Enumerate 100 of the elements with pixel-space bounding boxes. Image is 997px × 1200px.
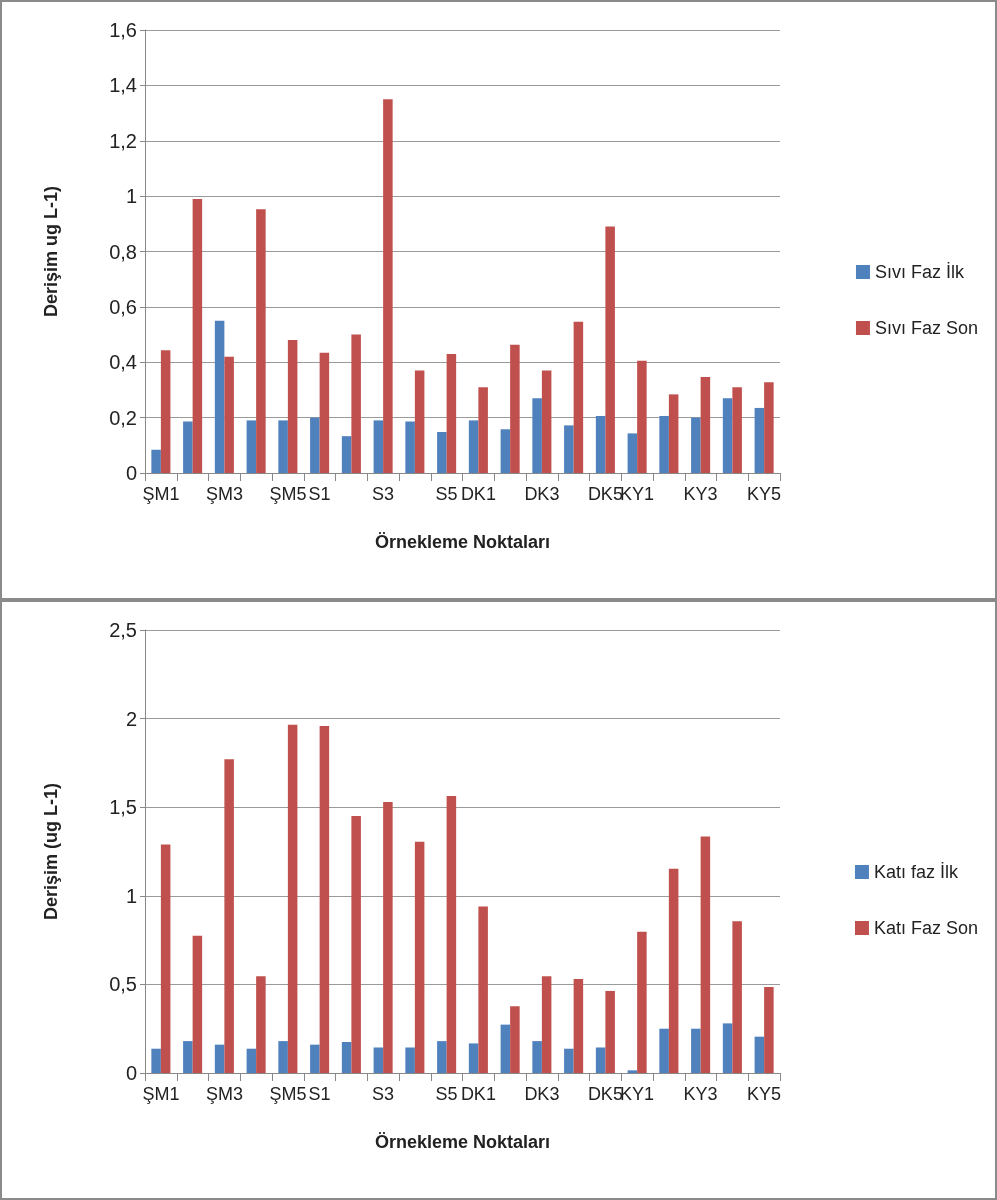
bar: [414, 841, 425, 1073]
x-tick-label: KY3: [683, 1084, 718, 1104]
y-tick-label: 0,6: [109, 295, 137, 318]
bar: [691, 1028, 701, 1073]
bar: [532, 1041, 542, 1073]
x-tick-label: ŞM3: [205, 484, 243, 504]
bar: [351, 334, 361, 473]
y-tick-label: 1,6: [109, 19, 137, 41]
bar: [256, 209, 266, 473]
x-tick-label: S5: [435, 1084, 458, 1104]
y-tick-label: 2: [125, 707, 137, 730]
bar: [341, 1041, 352, 1073]
bar: [754, 407, 765, 473]
bar: [151, 1048, 161, 1073]
x-tick-label: DK3: [524, 484, 560, 504]
bar: [437, 432, 447, 473]
y-tick-label: 2,5: [109, 619, 137, 641]
x-tick-label: ŞM3: [205, 1084, 243, 1104]
bar: [341, 436, 352, 473]
bar: [541, 370, 552, 473]
bar: [637, 360, 647, 473]
bar: [468, 420, 479, 473]
x-tick-label: DK1: [460, 484, 496, 504]
bar: [373, 1047, 384, 1073]
bar: [246, 1048, 257, 1073]
bar: [437, 1041, 447, 1073]
bar: [478, 387, 488, 473]
y-axis-title: Derişim (ug L-1): [41, 782, 61, 921]
bar: [510, 344, 520, 473]
bar: [373, 420, 384, 473]
bar: [732, 921, 742, 1073]
y-axis-title: Derişim ug L-1): [41, 185, 61, 318]
bar: [691, 417, 701, 473]
x-tick-label: ŞM1: [142, 1084, 180, 1104]
bar: [637, 931, 647, 1073]
x-tick-label: KY5: [747, 484, 782, 504]
x-tick-label: S5: [435, 484, 458, 504]
x-tick-label: KY5: [747, 1084, 782, 1104]
bar: [532, 398, 542, 473]
bar: [764, 382, 774, 473]
bar: [500, 1024, 511, 1073]
bar: [405, 421, 415, 473]
bar: [446, 796, 457, 1073]
bar: [160, 350, 171, 473]
x-tick-label: DK5: [587, 1084, 623, 1104]
bar: [256, 976, 266, 1073]
bar: [764, 986, 774, 1073]
y-tick-label: 0,5: [109, 973, 137, 996]
x-tick-label: ŞM5: [269, 484, 307, 504]
x-tick-label: S3: [372, 484, 395, 504]
x-tick-label: DK5: [587, 484, 623, 504]
bar: [319, 352, 330, 473]
y-tick-label: 1,5: [109, 796, 137, 819]
bar: [722, 398, 733, 473]
bar: [595, 1047, 606, 1073]
bar: [668, 394, 679, 473]
bar: [383, 801, 393, 1073]
bar: [287, 724, 298, 1073]
y-tick-label: 0: [125, 1062, 137, 1084]
y-tick-label: 1,2: [109, 129, 137, 152]
bar: [668, 868, 679, 1073]
x-tick-label: S3: [372, 1084, 395, 1104]
bar: [722, 1023, 733, 1073]
bar: [754, 1036, 765, 1073]
bar: [573, 978, 584, 1073]
bar: [478, 906, 488, 1073]
y-tick-label: 0: [125, 462, 137, 484]
bar: [595, 415, 606, 473]
y-tick-label: 0,4: [109, 351, 137, 374]
bar: [224, 356, 234, 473]
bar: [446, 353, 457, 473]
bar: [287, 340, 298, 473]
bar: [214, 1044, 225, 1073]
x-tick-label: KY1: [620, 1084, 655, 1104]
bar: [659, 415, 669, 473]
bar: [605, 226, 615, 473]
bar: [310, 1044, 320, 1073]
bar: [564, 425, 574, 473]
bar: [605, 990, 615, 1073]
bar: [500, 429, 511, 473]
x-axis-title: Örnekleme Noktaları: [374, 532, 551, 552]
x-tick-label: DK3: [524, 1084, 560, 1104]
x-tick-label: KY3: [683, 484, 718, 504]
bar: [700, 836, 711, 1073]
bar: [627, 433, 638, 473]
bar: [414, 370, 425, 473]
bar: [405, 1047, 415, 1073]
bar: [160, 844, 171, 1073]
y-tick-label: 0,2: [109, 406, 137, 429]
bar: [732, 387, 742, 473]
x-tick-label: DK1: [460, 1084, 496, 1104]
bar: [183, 1041, 193, 1073]
bar: [183, 421, 193, 473]
x-tick-label: ŞM1: [142, 484, 180, 504]
x-axis-title: Örnekleme Noktaları: [374, 1132, 551, 1152]
legend-label: Sıvı Faz Son: [874, 318, 978, 338]
bar: [319, 726, 330, 1073]
bar: [151, 449, 161, 473]
bar: [214, 320, 225, 473]
legend-label: Katı faz İlk: [873, 862, 959, 882]
